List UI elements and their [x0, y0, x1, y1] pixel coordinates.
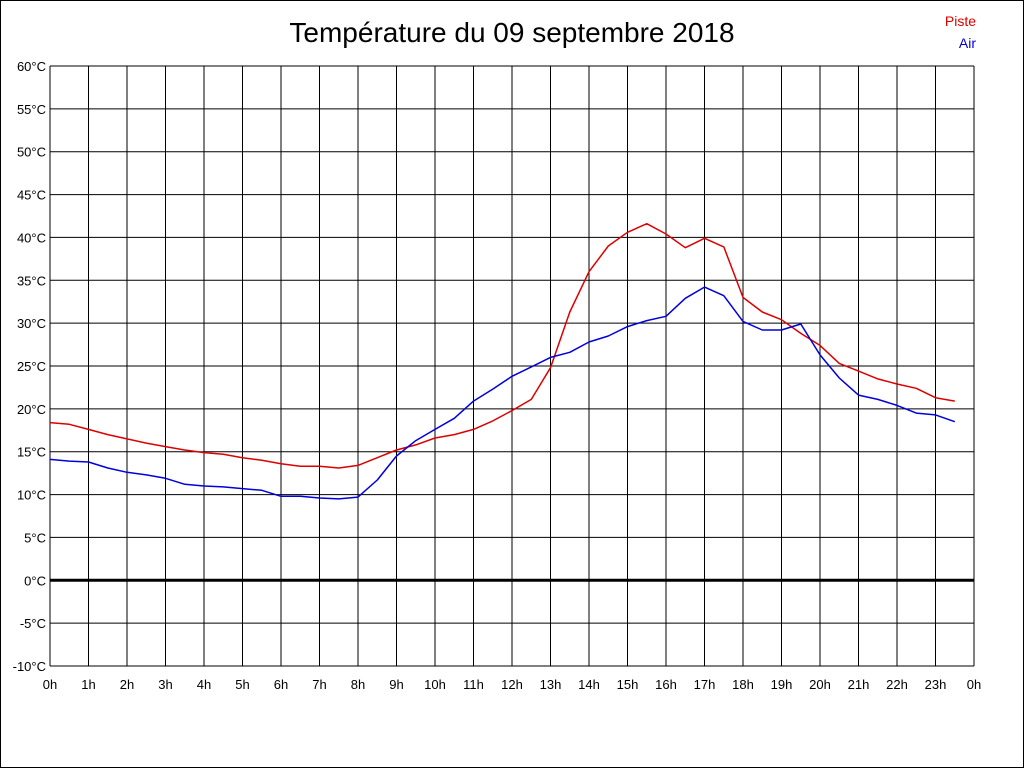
x-tick-label: 5h — [235, 677, 249, 692]
x-tick-label: 15h — [617, 677, 639, 692]
x-tick-label: 4h — [197, 677, 211, 692]
x-tick-label: 3h — [158, 677, 172, 692]
x-tick-label: 2h — [120, 677, 134, 692]
x-tick-label: 0h — [967, 677, 981, 692]
x-tick-label: 12h — [501, 677, 523, 692]
y-tick-label: 35°C — [17, 273, 46, 288]
y-tick-label: -5°C — [20, 616, 46, 631]
x-tick-label: 20h — [809, 677, 831, 692]
series-line-piste — [49, 222, 955, 469]
chart-title: Température du 09 septembre 2018 — [289, 17, 735, 48]
x-tick-label: 1h — [81, 677, 95, 692]
x-tick-label: 21h — [848, 677, 870, 692]
y-tick-label: 40°C — [17, 230, 46, 245]
series-line-air — [49, 286, 956, 500]
x-tick-label: 8h — [351, 677, 365, 692]
x-tick-label: 9h — [389, 677, 403, 692]
x-tick-label: 10h — [424, 677, 446, 692]
y-tick-label: 55°C — [17, 102, 46, 117]
x-tick-label: 19h — [771, 677, 793, 692]
y-tick-label: 20°C — [17, 402, 46, 417]
x-tick-label: 23h — [925, 677, 947, 692]
x-tick-label: 14h — [578, 677, 600, 692]
y-tick-label: 5°C — [24, 530, 46, 545]
x-tick-label: 0h — [43, 677, 57, 692]
y-tick-label: 0°C — [24, 573, 46, 588]
x-tick-label: 17h — [694, 677, 716, 692]
legend-entry-air: Air — [958, 35, 976, 51]
y-tick-label: 50°C — [17, 145, 46, 160]
x-tick-label: 13h — [540, 677, 562, 692]
x-tick-label: 18h — [732, 677, 754, 692]
y-tick-label: 15°C — [17, 445, 46, 460]
x-tick-label: 11h — [463, 677, 484, 692]
y-tick-label: 45°C — [17, 188, 46, 203]
legend-entry-piste: Piste — [944, 13, 976, 29]
y-tick-label: 25°C — [17, 359, 46, 374]
y-tick-label: -10°C — [13, 659, 46, 674]
y-tick-label: 60°C — [17, 59, 46, 74]
y-tick-label: 30°C — [17, 316, 46, 331]
x-tick-label: 22h — [886, 677, 908, 692]
x-tick-label: 16h — [655, 677, 677, 692]
x-tick-label: 6h — [274, 677, 288, 692]
y-tick-label: 10°C — [17, 488, 46, 503]
x-tick-label: 7h — [312, 677, 326, 692]
